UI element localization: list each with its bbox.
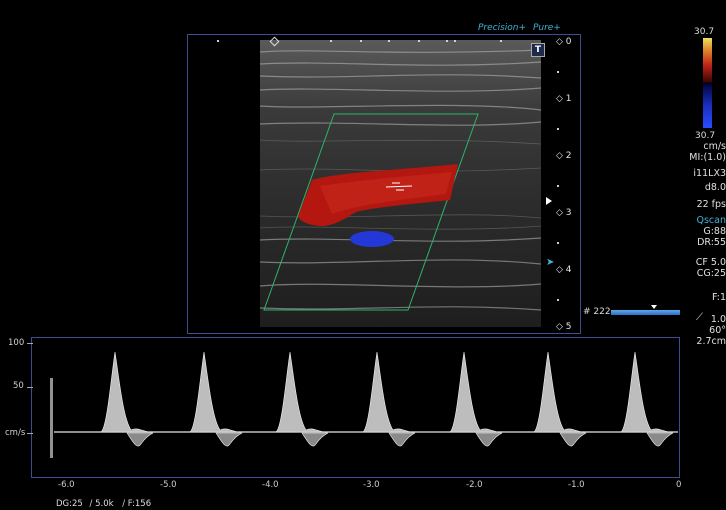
spectral-waveform: [50, 351, 678, 458]
velocity-unit: cm/s: [703, 141, 726, 152]
angle-degrees: 60°: [709, 325, 726, 336]
frame-counter: # 222: [583, 307, 611, 317]
depth-minor-dot: [557, 185, 559, 187]
depth-setting: d8.0: [704, 182, 726, 193]
focus-arrow-icon[interactable]: [546, 197, 552, 205]
depth-minor-dot: [557, 128, 559, 130]
y-tick-mark: [27, 343, 33, 344]
systolic-peak: [533, 351, 589, 433]
top-marker-dot: [418, 40, 420, 42]
filter-value: / F:156: [122, 499, 152, 509]
y-tick-mark: [27, 387, 33, 388]
depth-marker: ◇ 1: [556, 94, 572, 104]
systolic-peak: [100, 351, 156, 433]
spectral-frame[interactable]: [31, 337, 680, 478]
depth-marker: ◇ 0: [556, 37, 572, 47]
x-tick-label: -5.0: [160, 480, 177, 490]
color-gain-value: CG:25: [696, 268, 726, 279]
top-marker-dot: [500, 40, 502, 42]
x-tick-label: -4.0: [262, 480, 279, 490]
cine-position-marker-icon[interactable]: [651, 305, 657, 309]
ultrasound-image: [260, 40, 541, 327]
depth-minor-dot: [557, 242, 559, 244]
cine-progress-bar[interactable]: [611, 310, 680, 315]
depth-marker: ◇ 3: [556, 208, 572, 218]
systolic-peak: [620, 351, 676, 433]
gain-value: G:88: [703, 226, 726, 237]
top-marker-dot: [388, 40, 390, 42]
prf-value: / 5.0k: [89, 499, 114, 509]
color-scale-bar: [703, 38, 712, 128]
image-frame[interactable]: [187, 34, 581, 334]
x-tick-label: 0: [676, 480, 682, 490]
top-marker-dot: [360, 40, 362, 42]
depth-marker: ◇ 4: [556, 265, 572, 275]
colorbar-bottom-value: 30.7: [695, 131, 716, 141]
top-marker-dot: [217, 40, 219, 42]
systolic-peak: [275, 351, 331, 433]
angle-correction-value: 1.0: [710, 314, 726, 325]
probe-name: i11LX3: [693, 168, 726, 179]
x-tick-label: -1.0: [568, 480, 585, 490]
reverse-flow-trace: [388, 432, 416, 447]
y-tick-label: 100: [8, 338, 25, 348]
depth-minor-dot: [557, 299, 559, 301]
reverse-flow-trace: [646, 432, 674, 447]
mechanical-index: MI:(1.0): [689, 152, 726, 163]
color-roi-box: [263, 113, 479, 311]
color-freq-value: CF 5.0: [695, 257, 726, 268]
y-tick-label: 50: [13, 381, 24, 391]
top-marker-dot: [454, 40, 456, 42]
dynamic-range-value: DR:55: [697, 237, 726, 248]
y-tick-mark: [27, 433, 33, 434]
doppler-gain: DG:25: [56, 499, 83, 509]
depth-marker: ◇ 5: [556, 322, 572, 332]
reverse-flow-trace: [301, 432, 329, 447]
frame-rate: 22 fps: [696, 199, 726, 210]
depth-minor-dot: [557, 71, 559, 73]
brand-logo: Precision+ Pure+: [478, 23, 561, 33]
x-tick-label: -6.0: [58, 480, 75, 490]
top-marker-dot: [446, 40, 448, 42]
gate-size: 2.7cm: [696, 336, 726, 347]
systolic-peak: [362, 351, 418, 433]
bottom-status: DG:25 / 5.0k / F:156: [56, 499, 151, 509]
depth-marker: ◇ 2: [556, 151, 572, 161]
colorbar-top-value: 30.7: [694, 27, 715, 37]
systolic-peak: [189, 351, 245, 433]
systolic-peak: [449, 351, 505, 433]
top-marker-dot: [330, 40, 332, 42]
pure-label: Pure+: [532, 23, 561, 33]
reverse-flow-trace: [126, 432, 154, 447]
x-tick-label: -3.0: [363, 480, 380, 490]
x-tick-label: -2.0: [466, 480, 483, 490]
t-button[interactable]: T: [531, 43, 545, 57]
reverse-flow-trace: [559, 432, 587, 447]
qscan-label: Qscan: [696, 215, 726, 226]
focus-value: F:1: [712, 292, 726, 303]
y-tick-label: cm/s: [5, 428, 26, 438]
focal-zone-icon[interactable]: ➤: [546, 257, 555, 268]
reverse-flow-trace: [215, 432, 243, 447]
angle-icon: ⟋: [696, 312, 703, 323]
reverse-flow-trace: [475, 432, 503, 447]
precision-label: Precision+: [478, 23, 527, 33]
